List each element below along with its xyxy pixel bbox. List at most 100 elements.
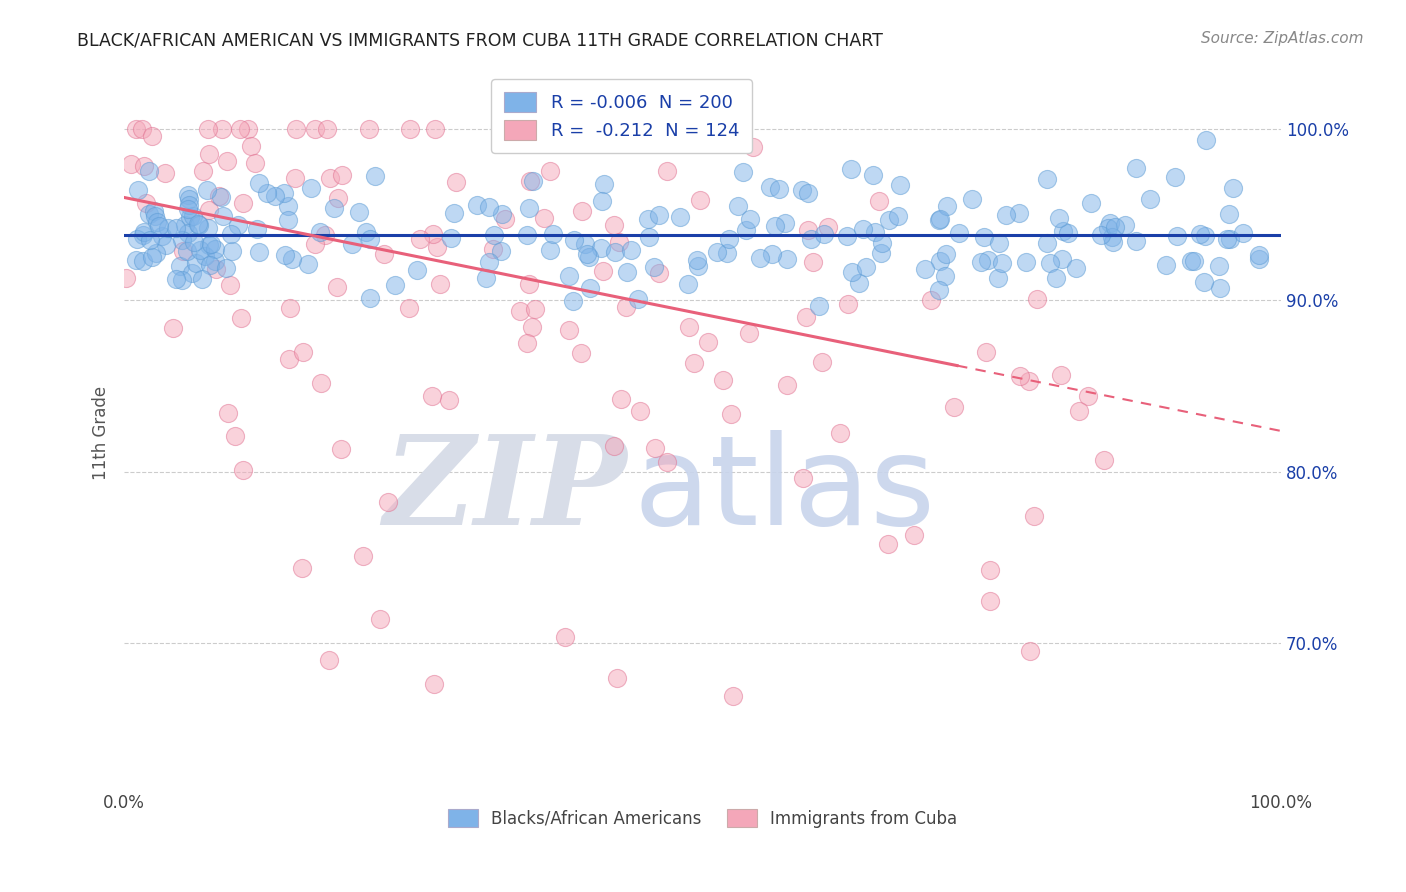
Point xyxy=(183,209,205,223)
Point xyxy=(443,206,465,220)
Point xyxy=(970,255,993,269)
Point xyxy=(177,193,200,207)
Point xyxy=(145,245,167,260)
Point xyxy=(1194,275,1216,289)
Point xyxy=(198,203,221,218)
Point xyxy=(132,225,155,239)
Point xyxy=(516,336,538,351)
Point xyxy=(423,122,446,136)
Point xyxy=(177,198,200,212)
Point xyxy=(768,182,790,196)
Point xyxy=(229,122,252,136)
Point xyxy=(482,242,505,256)
Point xyxy=(648,208,671,222)
Point xyxy=(138,163,160,178)
Point xyxy=(592,264,614,278)
Point xyxy=(1125,161,1147,175)
Point xyxy=(575,246,598,260)
Point xyxy=(193,249,215,263)
Point xyxy=(177,188,200,202)
Point xyxy=(942,400,965,414)
Point xyxy=(678,277,700,292)
Point xyxy=(429,277,451,291)
Point xyxy=(1182,253,1205,268)
Point xyxy=(1125,234,1147,248)
Point xyxy=(198,258,221,272)
Point xyxy=(1156,258,1178,272)
Point xyxy=(991,256,1014,270)
Point xyxy=(263,188,285,202)
Point xyxy=(1101,230,1123,244)
Point xyxy=(830,426,852,441)
Point xyxy=(465,198,488,212)
Point xyxy=(143,209,166,223)
Point xyxy=(217,406,239,420)
Point xyxy=(614,300,637,314)
Point xyxy=(309,376,332,391)
Point xyxy=(475,270,498,285)
Point xyxy=(960,192,983,206)
Point xyxy=(187,217,209,231)
Point xyxy=(797,186,820,200)
Point xyxy=(191,272,214,286)
Point xyxy=(748,252,770,266)
Point xyxy=(928,211,950,226)
Point xyxy=(841,265,863,279)
Point xyxy=(172,244,194,259)
Point xyxy=(347,204,370,219)
Point xyxy=(1209,281,1232,295)
Point xyxy=(377,495,399,509)
Point xyxy=(200,236,222,251)
Point xyxy=(256,186,278,200)
Point xyxy=(297,257,319,271)
Point xyxy=(1090,228,1112,243)
Point xyxy=(1139,192,1161,206)
Point xyxy=(1015,255,1038,269)
Point xyxy=(1066,261,1088,276)
Point xyxy=(987,235,1010,250)
Point xyxy=(520,320,543,334)
Point xyxy=(538,243,561,257)
Point xyxy=(797,223,820,237)
Point xyxy=(177,226,200,240)
Point xyxy=(277,351,299,366)
Point xyxy=(578,250,600,264)
Point xyxy=(204,242,226,256)
Point xyxy=(637,212,659,227)
Point xyxy=(718,232,741,246)
Point xyxy=(127,183,149,197)
Point xyxy=(274,248,297,262)
Point xyxy=(1194,228,1216,243)
Point xyxy=(792,471,814,485)
Point xyxy=(776,252,799,266)
Point xyxy=(734,222,756,236)
Point xyxy=(855,260,877,275)
Point xyxy=(579,281,602,295)
Point xyxy=(179,210,201,224)
Point xyxy=(120,157,142,171)
Point xyxy=(589,241,612,255)
Point xyxy=(198,147,221,161)
Point xyxy=(869,246,891,260)
Point xyxy=(697,334,720,349)
Point xyxy=(174,218,197,232)
Point xyxy=(686,252,709,267)
Point xyxy=(817,220,839,235)
Point xyxy=(610,392,633,406)
Legend: Blacks/African Americans, Immigrants from Cuba: Blacks/African Americans, Immigrants fro… xyxy=(441,802,965,834)
Point xyxy=(686,259,709,273)
Point xyxy=(197,122,219,136)
Text: Source: ZipAtlas.com: Source: ZipAtlas.com xyxy=(1201,31,1364,46)
Point xyxy=(1008,206,1031,220)
Point xyxy=(934,268,956,283)
Point xyxy=(285,122,308,136)
Point xyxy=(318,653,340,667)
Point xyxy=(1035,235,1057,250)
Point xyxy=(239,138,262,153)
Point xyxy=(1166,228,1188,243)
Point xyxy=(706,244,728,259)
Point xyxy=(299,181,322,195)
Point xyxy=(914,261,936,276)
Point xyxy=(522,174,544,188)
Point xyxy=(974,344,997,359)
